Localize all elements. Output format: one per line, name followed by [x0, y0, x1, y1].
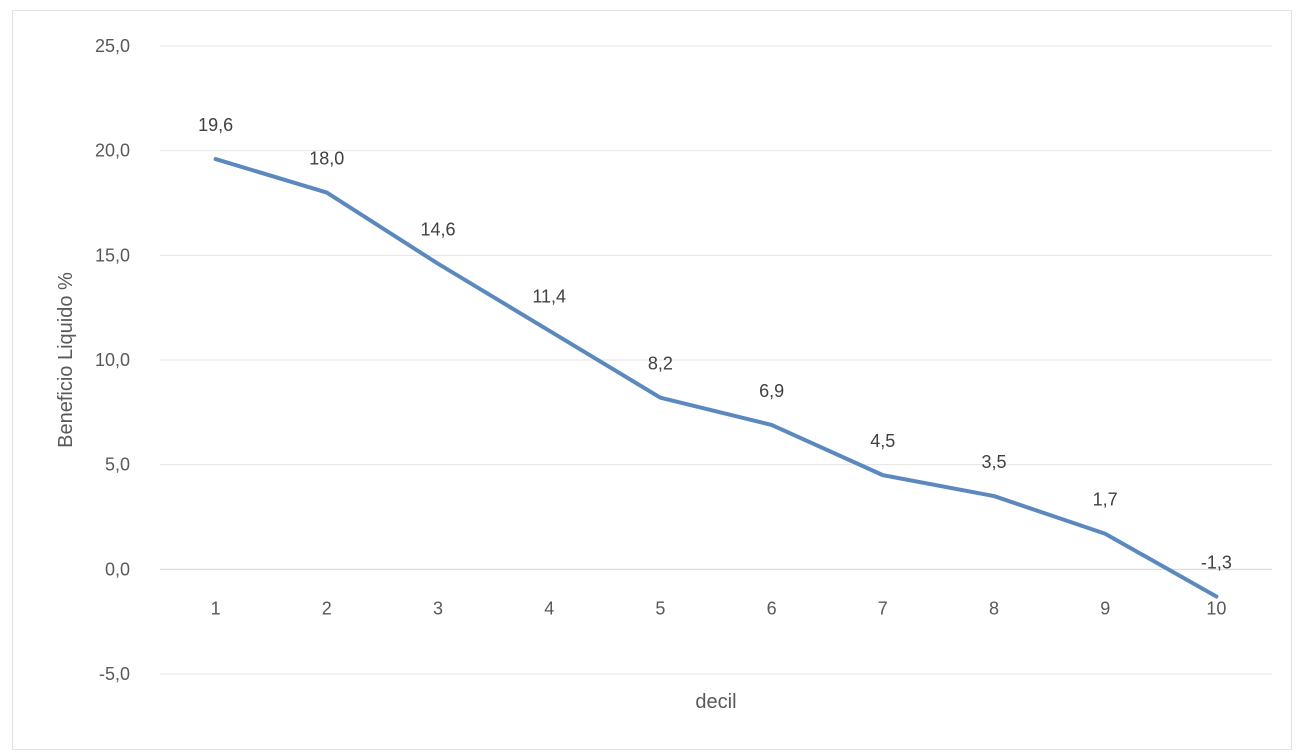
- x-tick-label: 2: [322, 598, 332, 618]
- x-tick-label: 4: [544, 598, 554, 618]
- data-label: 6,9: [759, 381, 784, 401]
- y-tick-label: 25,0: [95, 36, 130, 56]
- y-tick-label: 0,0: [105, 559, 130, 579]
- series-line: [216, 159, 1217, 597]
- data-label: -1,3: [1201, 553, 1232, 573]
- x-tick-label: 3: [433, 598, 443, 618]
- x-axis-title: decil: [695, 691, 736, 713]
- data-labels: 19,6 18,0 14,6 11,4 8,2 6,9 4,5 3,5 1,7 -1,3: [198, 115, 1232, 573]
- data-label: 11,4: [532, 287, 566, 307]
- x-tick-label: 5: [655, 598, 665, 618]
- y-tick-label: 15,0: [95, 245, 130, 265]
- y-tick-label: -5,0: [99, 664, 130, 684]
- x-tick-label: 7: [878, 598, 888, 618]
- x-tick-label: 10: [1206, 598, 1226, 618]
- x-tick-label: 8: [989, 598, 999, 618]
- data-label: 8,2: [648, 354, 673, 374]
- data-label: 14,6: [420, 220, 455, 240]
- data-label: 18,0: [309, 149, 344, 169]
- y-tick-label: 10,0: [95, 350, 130, 370]
- data-label: 3,5: [981, 452, 1006, 472]
- y-tick-label: 5,0: [105, 455, 130, 475]
- x-tick-label: 1: [211, 598, 221, 618]
- data-label: 4,5: [870, 431, 895, 451]
- y-axis-ticks: 25,0 20,0 15,0 10,0 5,0 0,0 -5,0: [95, 36, 130, 684]
- y-axis-title: Beneficio Liquido %: [55, 272, 77, 448]
- x-axis-ticks: 1 2 3 4 5 6 7 8 9 10: [211, 598, 1227, 618]
- data-label: 19,6: [198, 115, 233, 135]
- x-tick-label: 6: [767, 598, 777, 618]
- data-label: 1,7: [1093, 490, 1118, 510]
- y-tick-label: 20,0: [95, 141, 130, 161]
- gridlines: [160, 46, 1272, 674]
- series: [216, 159, 1217, 597]
- x-tick-label: 9: [1100, 598, 1110, 618]
